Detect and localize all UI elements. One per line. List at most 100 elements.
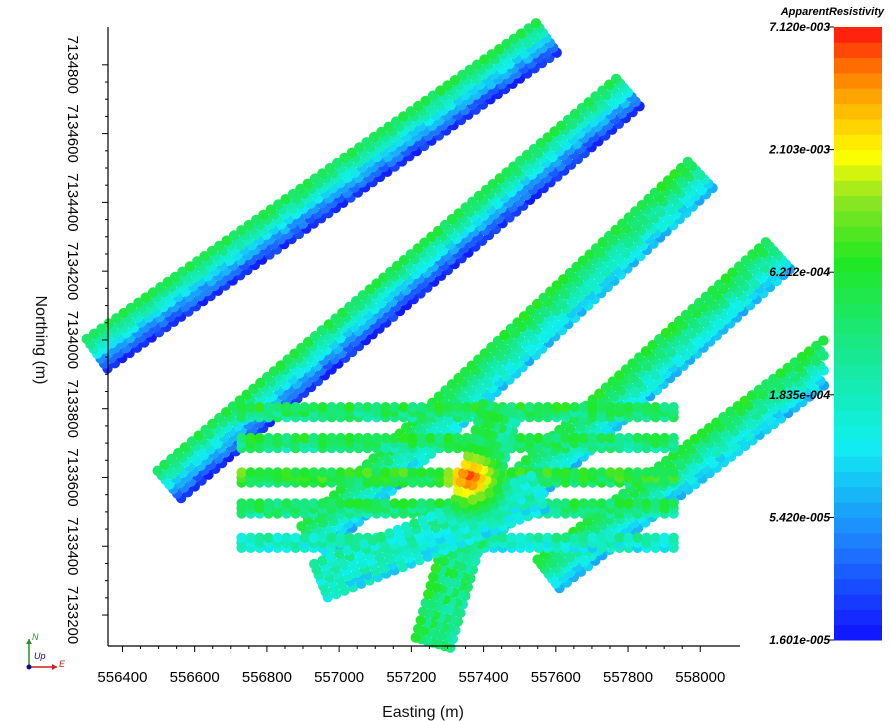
- data-point: [299, 432, 310, 444]
- data-point: [578, 532, 589, 543]
- data-point: [623, 532, 634, 543]
- data-point: [344, 432, 355, 444]
- colorbar-band: [834, 118, 882, 135]
- data-point: [596, 498, 607, 509]
- data-point: [103, 318, 115, 329]
- data-point: [273, 199, 284, 210]
- data-point: [811, 340, 822, 352]
- data-point: [542, 432, 553, 444]
- data-point: [371, 498, 382, 509]
- data-point: [667, 321, 678, 333]
- colorbar-band: [834, 624, 882, 641]
- data-point: [344, 532, 355, 543]
- data-point: [584, 249, 595, 260]
- colorbar-band: [834, 532, 882, 549]
- data-point: [299, 498, 310, 509]
- x-tick-label: 556800: [242, 669, 292, 686]
- data-point: [245, 467, 256, 478]
- data-point: [302, 178, 313, 189]
- data-point: [450, 501, 462, 512]
- data-point: [147, 287, 159, 298]
- data-point: [596, 532, 607, 543]
- data-point: [361, 459, 373, 470]
- data-point: [272, 532, 283, 543]
- data-point: [325, 552, 337, 563]
- data-point: [398, 255, 410, 266]
- colorbar-band: [834, 502, 882, 518]
- data-point: [413, 623, 424, 635]
- data-point: [551, 467, 562, 478]
- data-point: [308, 498, 319, 509]
- data-point: [317, 432, 328, 444]
- data-point: [668, 498, 679, 509]
- data-point: [221, 235, 232, 246]
- data-point: [265, 204, 277, 215]
- data-point: [96, 323, 107, 334]
- data-point: [281, 402, 292, 413]
- x-tick-label: 558000: [675, 669, 725, 686]
- data-point: [614, 467, 625, 478]
- data-point: [600, 382, 612, 393]
- data-point: [545, 286, 556, 297]
- data-point: [326, 467, 337, 478]
- data-point: [434, 432, 445, 444]
- data-point: [443, 467, 454, 478]
- data-point: [254, 402, 265, 413]
- data-point: [512, 317, 523, 328]
- data-point: [354, 142, 365, 153]
- data-point: [530, 18, 542, 29]
- data-point: [443, 402, 454, 413]
- data-point: [649, 187, 661, 198]
- data-point: [371, 278, 382, 289]
- data-point: [416, 432, 427, 444]
- data-point: [640, 346, 652, 357]
- data-point: [604, 230, 615, 242]
- data-point: [587, 532, 598, 543]
- data-point: [569, 498, 580, 509]
- data-point: [449, 75, 461, 86]
- data-point: [324, 163, 335, 174]
- data-point: [263, 498, 274, 509]
- colorbar-band: [834, 27, 882, 43]
- colorbar-band: [834, 410, 882, 426]
- data-point: [610, 224, 621, 236]
- data-point: [620, 364, 632, 375]
- data-point: [520, 455, 532, 466]
- data-point: [460, 202, 471, 213]
- data-point: [668, 467, 679, 478]
- data-point: [739, 395, 750, 406]
- data-point: [492, 484, 503, 495]
- data-point: [425, 467, 436, 478]
- data-point: [361, 137, 372, 148]
- data-point: [474, 190, 485, 201]
- data-point: [207, 418, 218, 430]
- data-point: [179, 442, 191, 453]
- data-point: [569, 432, 580, 444]
- data-point: [398, 498, 409, 509]
- data-point: [162, 276, 173, 288]
- data-point: [419, 237, 430, 248]
- data-point: [380, 402, 391, 413]
- data-point: [720, 273, 731, 284]
- data-point: [308, 467, 319, 478]
- data-point: [412, 243, 423, 254]
- data-point: [309, 558, 320, 570]
- data-point: [236, 467, 247, 478]
- data-point: [428, 571, 439, 583]
- data-point: [446, 379, 458, 390]
- data-point: [475, 491, 487, 502]
- data-point: [335, 532, 346, 543]
- data-point: [734, 261, 745, 272]
- data-point: [669, 169, 680, 180]
- data-point: [753, 243, 765, 254]
- data-point: [662, 175, 674, 186]
- data-point: [668, 432, 679, 444]
- data-point: [578, 432, 589, 444]
- data-point: [732, 401, 743, 412]
- data-point: [538, 292, 549, 303]
- data-point: [383, 121, 394, 132]
- data-point: [398, 111, 409, 122]
- data-point: [466, 360, 477, 371]
- data-point: [494, 44, 505, 55]
- data-point: [614, 532, 625, 543]
